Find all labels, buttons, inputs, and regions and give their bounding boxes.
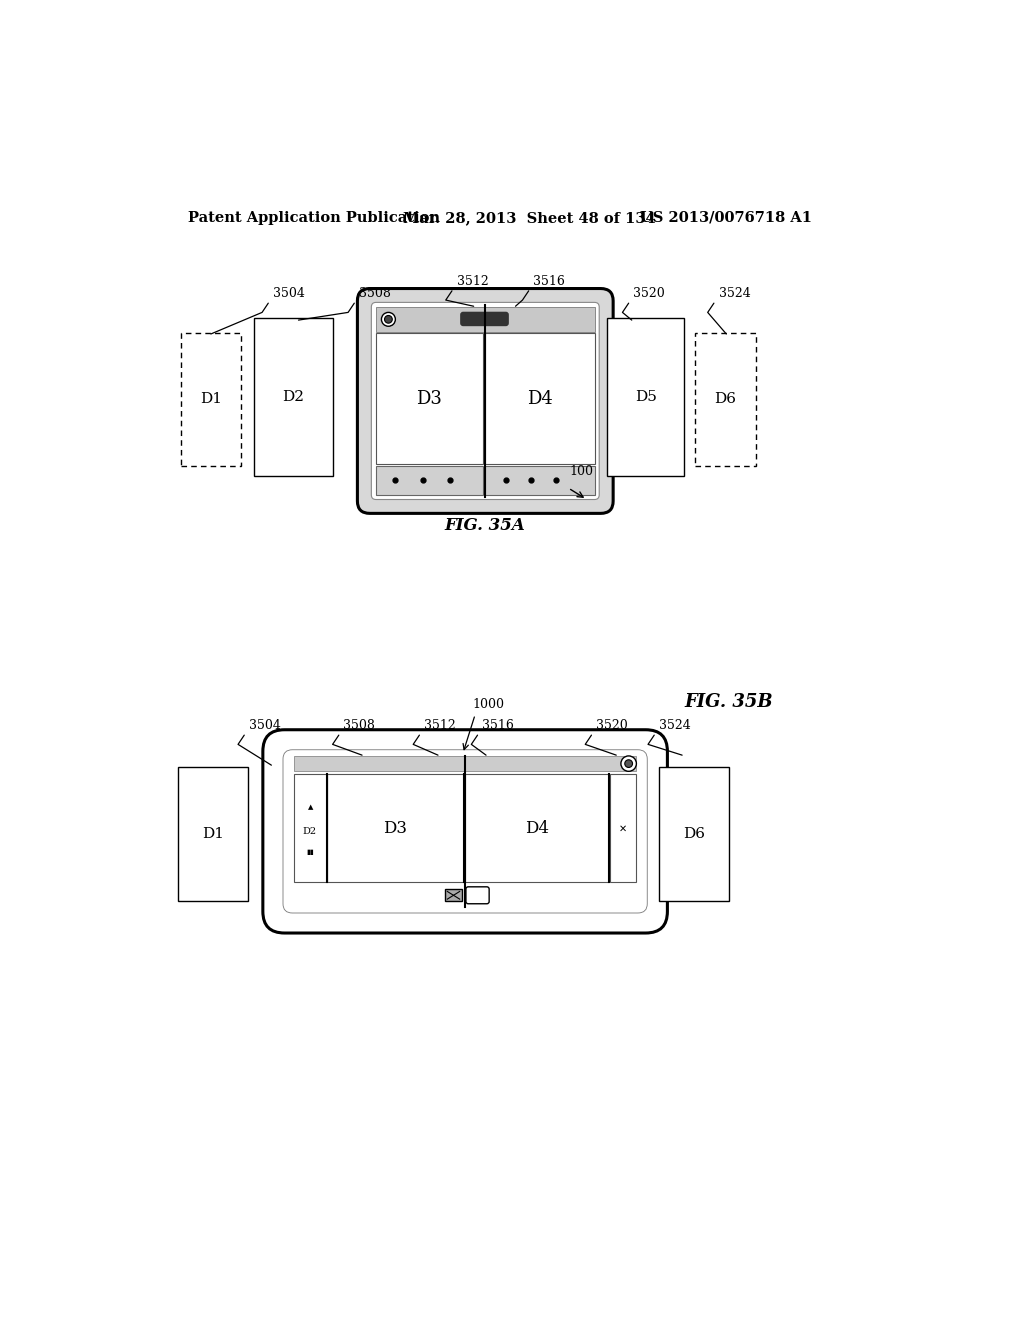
Bar [484, 466, 595, 495]
Bar [328, 775, 464, 882]
Text: 3508: 3508 [343, 719, 376, 733]
Text: 3512: 3512 [424, 719, 456, 733]
Bar [376, 308, 595, 331]
Text: 3520: 3520 [633, 286, 665, 300]
Text: 100: 100 [569, 465, 594, 478]
Bar [180, 333, 241, 466]
Text: 3524: 3524 [719, 286, 751, 300]
Text: D2: D2 [282, 389, 304, 404]
Text: D1: D1 [200, 392, 222, 407]
Bar [484, 333, 595, 465]
Bar [445, 890, 462, 902]
FancyBboxPatch shape [357, 289, 613, 513]
Text: D2: D2 [303, 828, 316, 836]
Text: ▮▮: ▮▮ [306, 849, 314, 855]
FancyBboxPatch shape [283, 750, 647, 913]
Text: FIG. 35A: FIG. 35A [444, 517, 525, 535]
Bar [294, 756, 636, 771]
Text: D3: D3 [417, 389, 442, 408]
Bar [254, 318, 333, 475]
Text: 3504: 3504 [249, 719, 281, 733]
Text: ✕: ✕ [620, 824, 628, 833]
Bar [658, 767, 729, 902]
Text: ▲: ▲ [308, 804, 313, 809]
Circle shape [385, 315, 392, 323]
Circle shape [381, 313, 395, 326]
Bar [610, 775, 636, 882]
Text: D3: D3 [383, 820, 408, 837]
Bar [465, 775, 608, 882]
Text: D6: D6 [715, 392, 736, 407]
Bar [376, 333, 483, 465]
FancyBboxPatch shape [466, 887, 489, 904]
Text: FIG. 35B: FIG. 35B [684, 693, 773, 711]
Text: 3516: 3516 [534, 275, 565, 288]
Text: Mar. 28, 2013  Sheet 48 of 134: Mar. 28, 2013 Sheet 48 of 134 [403, 211, 655, 224]
Text: D4: D4 [526, 389, 552, 408]
Text: D6: D6 [683, 828, 705, 841]
Text: D1: D1 [203, 828, 224, 841]
Bar [294, 775, 328, 882]
FancyBboxPatch shape [461, 313, 508, 326]
Text: 1000: 1000 [473, 698, 505, 711]
Text: D4: D4 [525, 820, 549, 837]
Text: US 2013/0076718 A1: US 2013/0076718 A1 [640, 211, 811, 224]
Text: D5: D5 [635, 389, 656, 404]
Bar [695, 333, 756, 466]
Text: Patent Application Publication: Patent Application Publication [188, 211, 440, 224]
Text: 3516: 3516 [482, 719, 514, 733]
Bar [178, 767, 248, 902]
Circle shape [625, 760, 633, 767]
Text: 3508: 3508 [359, 286, 391, 300]
Text: 3524: 3524 [658, 719, 690, 733]
Text: 3504: 3504 [273, 286, 305, 300]
Text: 3512: 3512 [457, 275, 488, 288]
Circle shape [621, 756, 636, 771]
FancyBboxPatch shape [372, 302, 599, 499]
FancyBboxPatch shape [263, 730, 668, 933]
Text: 3520: 3520 [596, 719, 628, 733]
Bar [607, 318, 684, 475]
Bar [376, 466, 483, 495]
